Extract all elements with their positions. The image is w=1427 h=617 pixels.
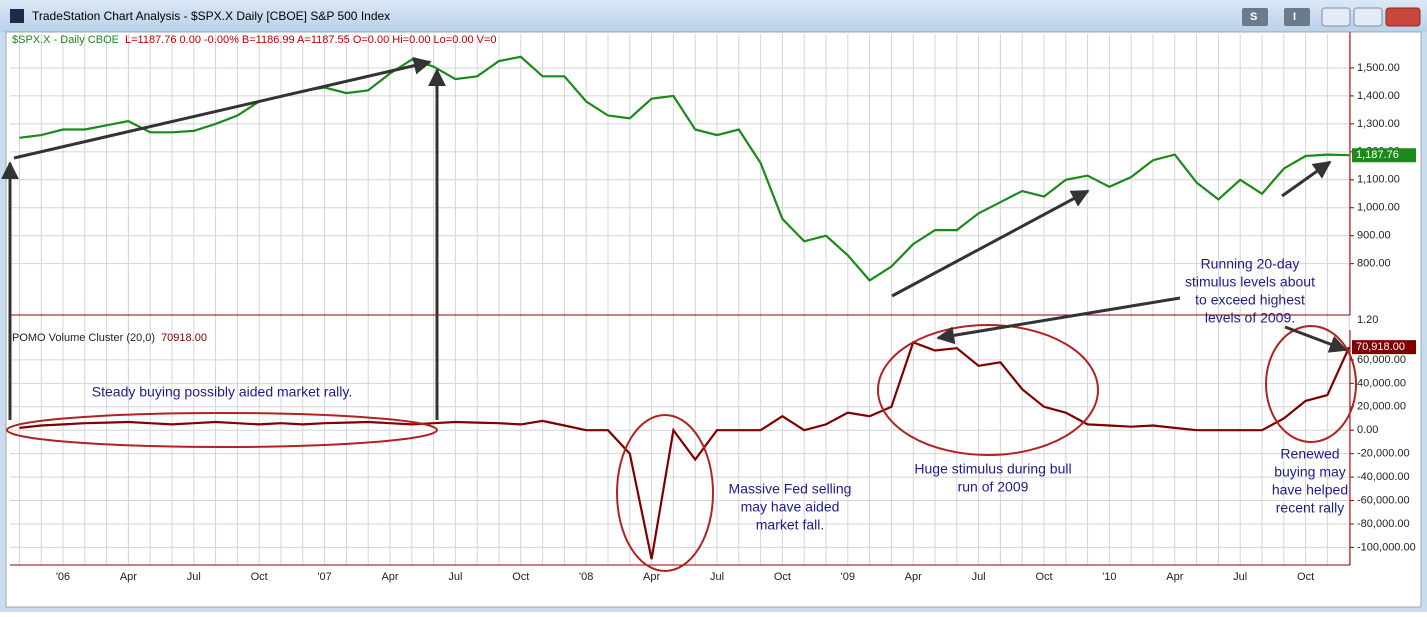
y-tick-label: 0.00 [1357,424,1378,436]
ellipse [877,324,1099,456]
y-tick-label: 40,000.00 [1357,377,1406,389]
annotation: recent rally [1276,500,1344,516]
legend-part: POMO Volume Cluster (20,0) [12,332,155,344]
x-tick-label: Oct [774,571,791,583]
annotation: have helped [1272,482,1348,498]
legend-part: 70918.00 [161,332,207,344]
y-tick-label: -60,000.00 [1357,494,1410,506]
i-button[interactable] [1284,8,1310,26]
axis-label: 1.20 [1357,314,1378,326]
annotation: stimulus levels about [1185,274,1315,290]
y-tick-label: 1,400.00 [1357,90,1400,102]
legend-part: $SPX.X - Daily CBOE [12,34,119,46]
annotation: buying may [1274,464,1346,480]
x-tick-label: Apr [381,571,398,583]
x-tick-label: Oct [1297,571,1314,583]
y-tick-label: 20,000.00 [1357,401,1406,413]
plots: 800.00900.001,000.001,100.001,200.001,30… [10,32,1416,583]
x-tick-label: Apr [1166,571,1183,583]
annotation: Steady buying possibly aided market rall… [92,384,352,400]
annotations: Steady buying possibly aided market rall… [92,256,1348,533]
x-tick-label: Apr [905,571,922,583]
annotation: may have aided [741,499,840,515]
y-tick-label: 1,100.00 [1357,174,1400,186]
x-tick-label: Jul [710,571,724,583]
annotation: Massive Fed selling [729,481,852,497]
arrows [0,56,1348,420]
series-line [19,55,1350,282]
x-tick-label: '06 [56,571,70,583]
ellipse [616,414,714,572]
last-value-box [1352,340,1416,355]
last-value-box [1352,148,1416,163]
legend-part: L=1187.76 0.00 -0.00% B=1186.99 A=1187.5… [125,34,497,46]
x-tick-label: Jul [448,571,462,583]
y-tick-label: 1,000.00 [1357,202,1400,214]
y-tick-label: 60,000.00 [1357,354,1406,366]
close-button[interactable] [1385,7,1421,27]
minimize-button[interactable] [1321,7,1351,27]
window-title: TradeStation Chart Analysis - $SPX.X Dai… [32,9,390,23]
title-bar [0,0,1427,32]
x-tick-label: Apr [643,571,660,583]
x-tick-label: '10 [1102,571,1116,583]
y-tick-label: 900.00 [1357,230,1391,242]
x-tick-label: '09 [841,571,855,583]
chart-area [5,31,1422,608]
y-tick-label: 1,500.00 [1357,62,1400,74]
x-tick-label: Oct [512,571,529,583]
x-tick-label: '08 [579,571,593,583]
y-tick-label: 1,300.00 [1357,118,1400,130]
series-line [19,340,1351,560]
s-button[interactable] [1242,8,1268,26]
annotation: market fall. [756,517,824,533]
x-tick-label: '07 [317,571,331,583]
arrow [13,56,432,160]
ellipse [1265,325,1357,443]
arrow [936,296,1181,345]
x-tick-label: Oct [251,571,268,583]
arrow [1281,160,1332,198]
x-tick-label: Apr [120,571,137,583]
annotation-shapes [6,324,1357,572]
s-button-label[interactable]: S [1250,11,1257,23]
x-tick-label: Oct [1035,571,1052,583]
annotation: Running 20-day [1201,256,1300,272]
annotation: to exceed highest [1195,292,1305,308]
y-tick-label: -80,000.00 [1357,518,1410,530]
annotation: levels of 2009. [1205,310,1295,326]
y-tick-label: -40,000.00 [1357,471,1410,483]
annotation: Huge stimulus during bull [914,461,1071,477]
annotation: run of 2009 [958,479,1029,495]
y-tick-label: 800.00 [1357,258,1391,270]
i-button-label[interactable]: I [1293,11,1296,23]
x-tick-label: Jul [972,571,986,583]
arrow [891,189,1090,298]
arrow [1284,325,1348,353]
ellipse [6,412,438,448]
app-icon [10,9,24,23]
x-tick-label: Jul [187,571,201,583]
annotation: Renewed [1280,446,1339,462]
y-tick-label: -100,000.00 [1357,541,1416,553]
last-value-label: 70,918.00 [1356,341,1405,353]
x-tick-label: Jul [1233,571,1247,583]
y-tick-label: -20,000.00 [1357,448,1410,460]
maximize-button[interactable] [1353,7,1383,27]
last-value-label: 1,187.76 [1356,149,1399,161]
legend: $SPX.X - Daily CBOE L=1187.76 0.00 -0.00%… [12,34,497,46]
legend: POMO Volume Cluster (20,0) 70918.00 [12,332,207,344]
